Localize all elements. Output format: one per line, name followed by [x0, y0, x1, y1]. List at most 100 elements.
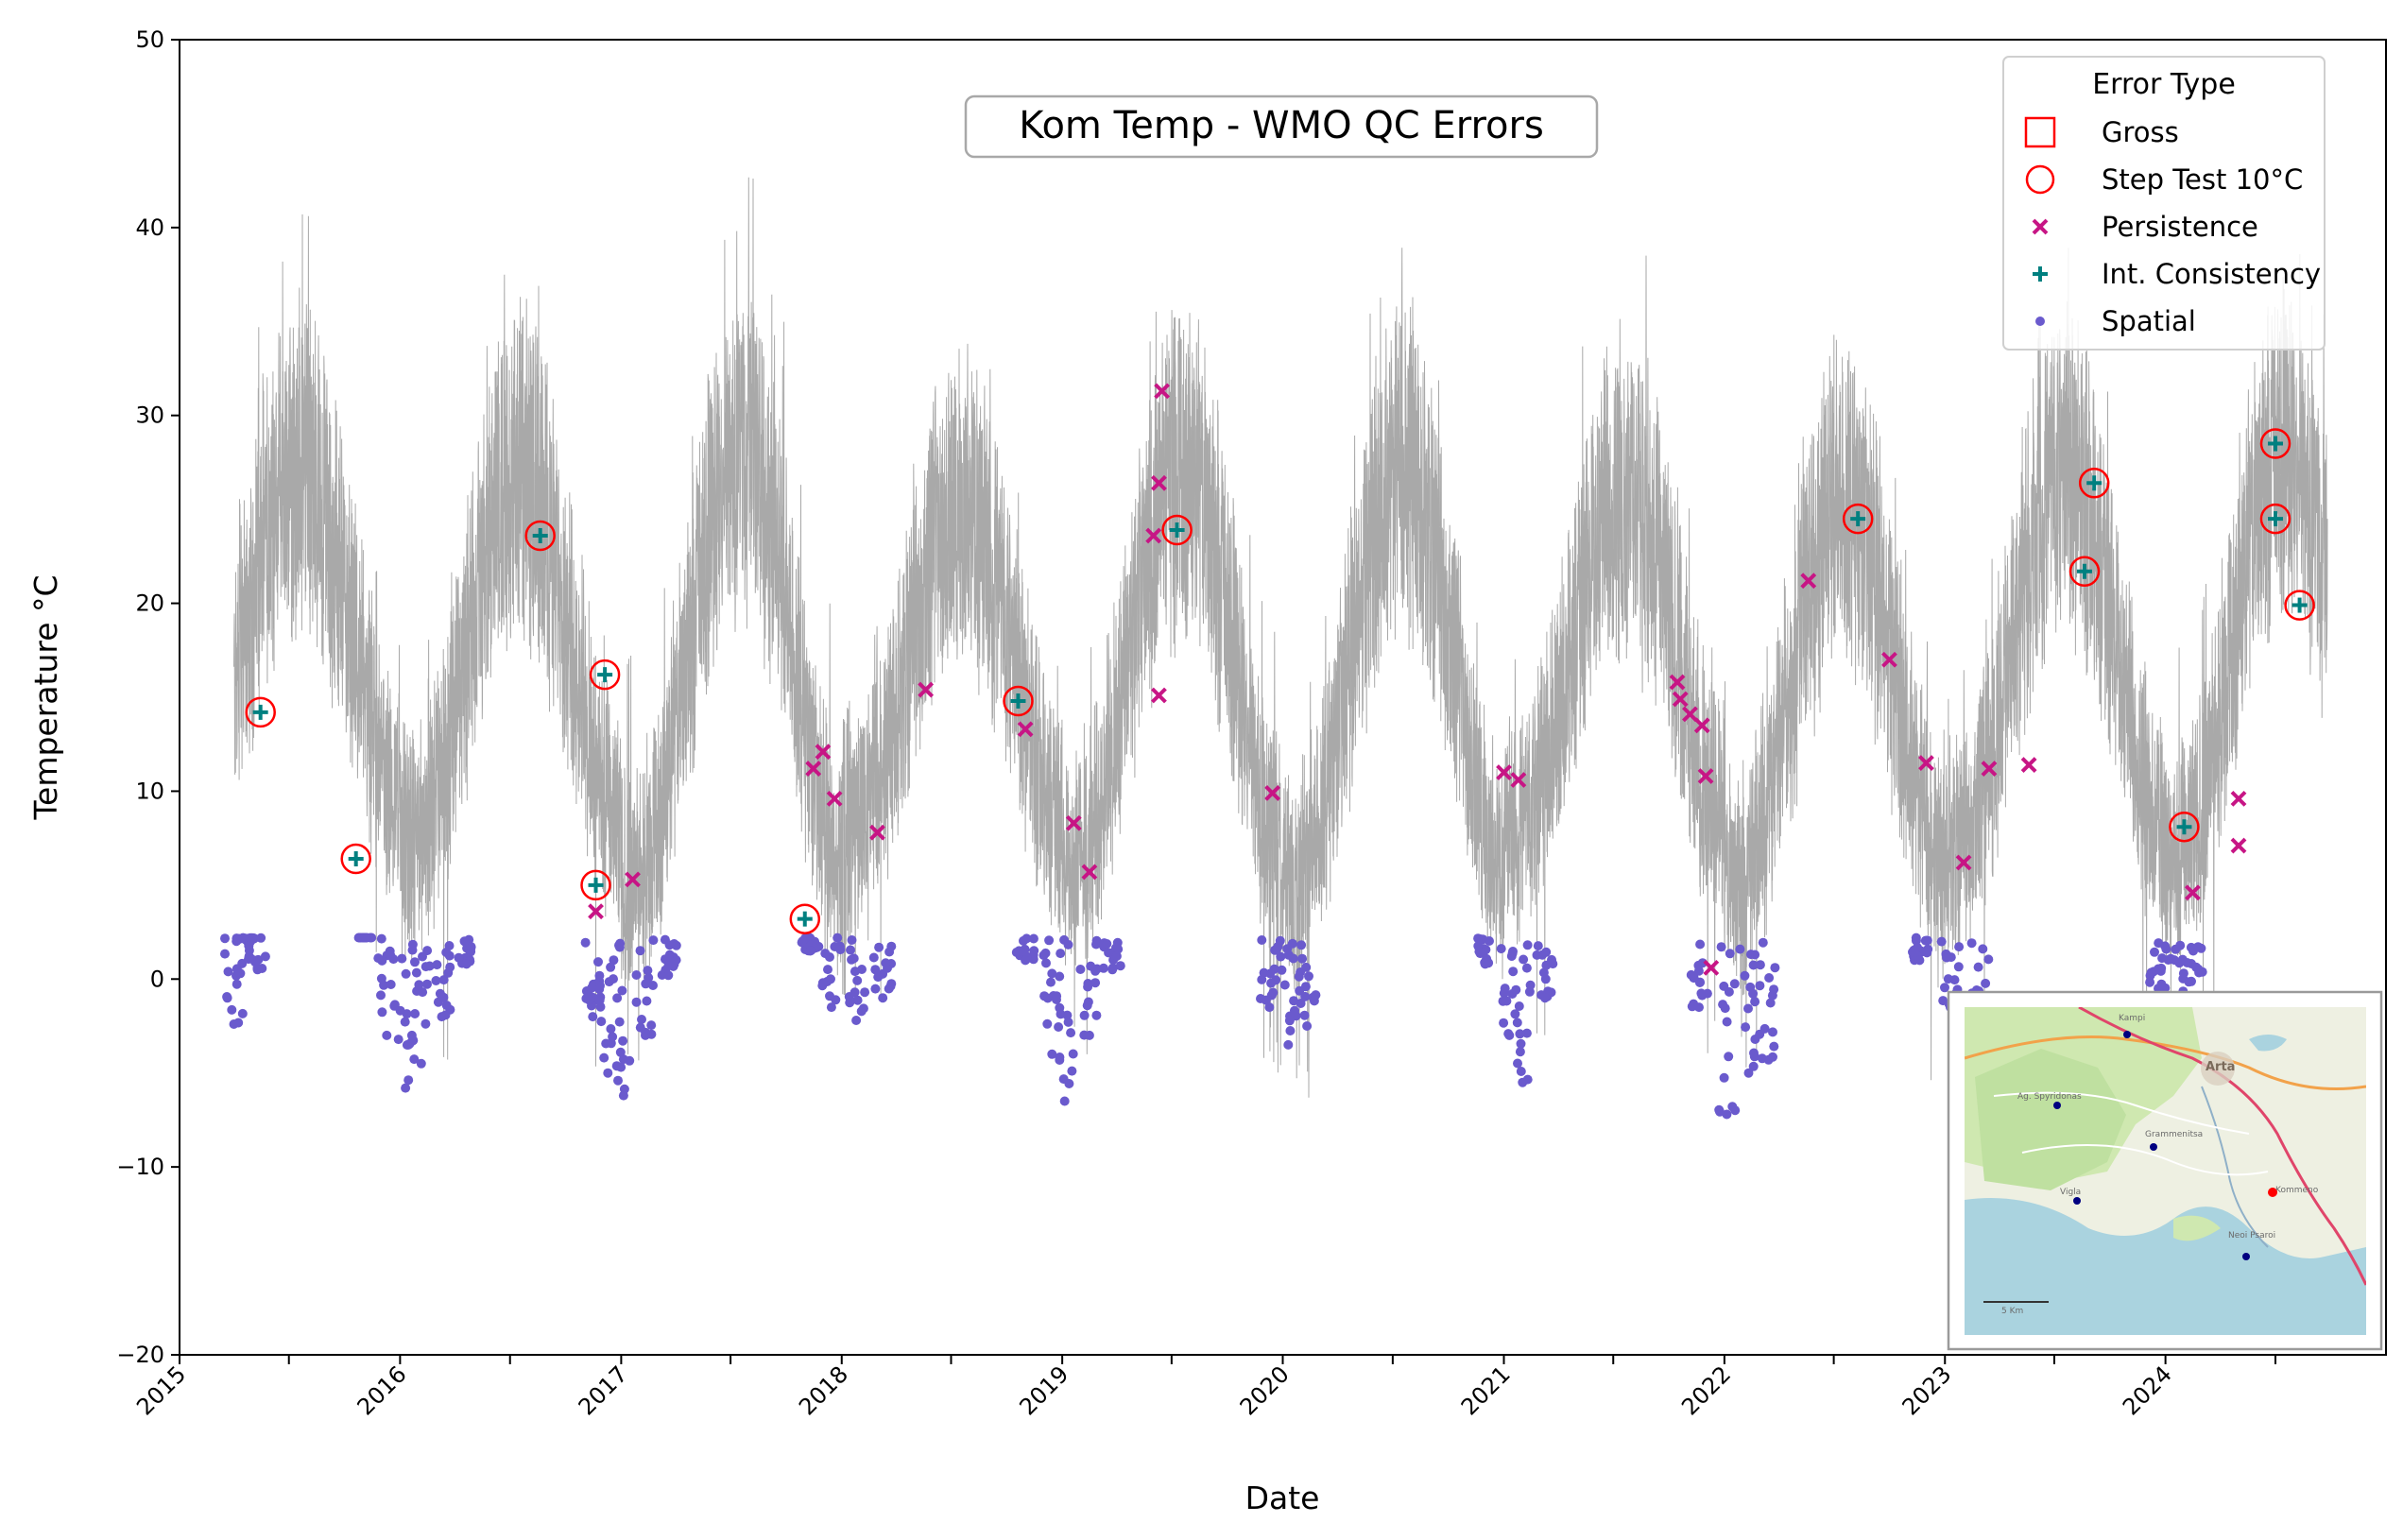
spatial-point	[860, 987, 870, 998]
persistence-point	[1264, 785, 1281, 801]
spatial-point	[1541, 960, 1552, 970]
spatial-point	[466, 942, 476, 952]
spatial-point	[1272, 944, 1282, 954]
spatial-point	[1256, 994, 1265, 1003]
spatial-point	[648, 935, 659, 946]
persistence-point	[2230, 837, 2247, 854]
spatial-point	[1294, 971, 1304, 982]
spatial-point	[422, 979, 432, 989]
y-tick-label: 10	[135, 778, 164, 804]
map-label-neoi-psaroi: Neoi Psaroi	[2228, 1231, 2275, 1241]
persistence-point	[1918, 755, 1934, 772]
spatial-point	[1730, 1105, 1741, 1116]
spatial-point	[1063, 1017, 1073, 1027]
spatial-point	[878, 993, 888, 1003]
spatial-point	[424, 961, 435, 971]
y-axis-ticks: −20 −10 0 10 20 30 40 50	[116, 26, 180, 1368]
spatial-point	[850, 967, 860, 977]
spatial-point	[432, 960, 442, 970]
persistence-point	[1081, 864, 1098, 881]
legend: Error Type Gross Step Test 10°C Persiste…	[2002, 56, 2326, 351]
spatial-point	[1046, 977, 1056, 987]
spatial-point	[435, 988, 445, 999]
step-test-point	[1842, 503, 1874, 535]
spatial-point	[1755, 981, 1765, 991]
spatial-point	[1750, 997, 1760, 1007]
spatial-point	[1055, 971, 1065, 982]
int-consistency-point	[532, 527, 548, 543]
spatial-point	[1289, 996, 1299, 1006]
spatial-point	[823, 965, 832, 975]
spatial-point	[594, 984, 605, 994]
int-consistency-point	[2076, 563, 2092, 579]
spatial-point	[1911, 935, 1921, 946]
spatial-point	[1515, 1047, 1525, 1057]
spatial-point	[643, 966, 653, 976]
persistence-point	[1496, 764, 1512, 780]
persistence-point	[1510, 772, 1527, 788]
spatial-point	[220, 933, 230, 944]
spatial-point	[1546, 987, 1556, 998]
spatial-point	[611, 1061, 622, 1071]
int-consistency-point	[348, 851, 364, 867]
persistence-point	[1955, 854, 1972, 871]
spatial-point	[826, 974, 835, 984]
spatial-point	[1954, 942, 1965, 952]
spatial-point	[1083, 997, 1093, 1007]
step-test-point	[245, 696, 276, 728]
int-consistency-point	[1169, 522, 1185, 539]
spatial-point	[1288, 953, 1298, 964]
spatial-point	[2186, 942, 2196, 952]
y-tick-label: 50	[135, 26, 164, 53]
spatial-point	[1936, 936, 1947, 947]
spatial-point	[1722, 1017, 1732, 1027]
spatial-point	[1075, 965, 1086, 974]
spatial-point	[1973, 962, 1983, 972]
spatial-point	[2170, 955, 2179, 966]
spatial-point	[609, 955, 619, 966]
spatial-point	[235, 968, 246, 979]
persistence-point	[2184, 884, 2201, 901]
persistence-point	[2020, 757, 2037, 774]
plus-marker-icon	[2033, 266, 2048, 282]
legend-item-persistence: Persistence	[2032, 211, 2258, 243]
y-tick-label: −10	[116, 1154, 164, 1180]
spatial-point	[1257, 935, 1267, 945]
int-consistency-point	[1850, 511, 1866, 527]
spatial-point	[637, 1015, 646, 1024]
spatial-point	[1047, 1049, 1057, 1059]
spatial-point	[1044, 935, 1055, 946]
spatial-point	[606, 1024, 616, 1034]
station-marker	[2242, 1253, 2250, 1260]
spatial-point	[1056, 1009, 1066, 1019]
station-marker	[2073, 1197, 2081, 1205]
spatial-point	[1040, 948, 1051, 958]
persistence-point	[1151, 474, 1167, 491]
step-test-point	[580, 869, 611, 901]
spatial-point	[830, 942, 840, 951]
spatial-point	[1524, 986, 1535, 997]
spatial-point	[584, 995, 594, 1005]
spatial-point	[1282, 944, 1293, 954]
spatial-point	[617, 985, 627, 996]
spatial-point	[886, 941, 897, 951]
spatial-point	[454, 952, 464, 963]
spatial-point	[244, 941, 254, 951]
spatial-point	[222, 992, 232, 1001]
spatial-point	[1276, 951, 1286, 962]
spatial-point	[1764, 973, 1775, 983]
spatial-point	[2193, 942, 2204, 952]
spatial-point	[237, 1008, 248, 1018]
spatial-point	[397, 953, 407, 964]
spatial-point	[1111, 951, 1122, 961]
spatial-point	[1755, 960, 1765, 970]
step-test-point	[2284, 590, 2315, 621]
spatial-point	[1748, 988, 1759, 999]
spatial-point	[671, 955, 681, 966]
spatial-point	[2146, 967, 2156, 978]
spatial-point	[1953, 962, 1964, 972]
y-tick-label: 20	[135, 590, 164, 617]
spatial-point	[2150, 947, 2159, 957]
spatial-point	[1102, 939, 1112, 949]
spatial-point	[641, 1030, 650, 1040]
